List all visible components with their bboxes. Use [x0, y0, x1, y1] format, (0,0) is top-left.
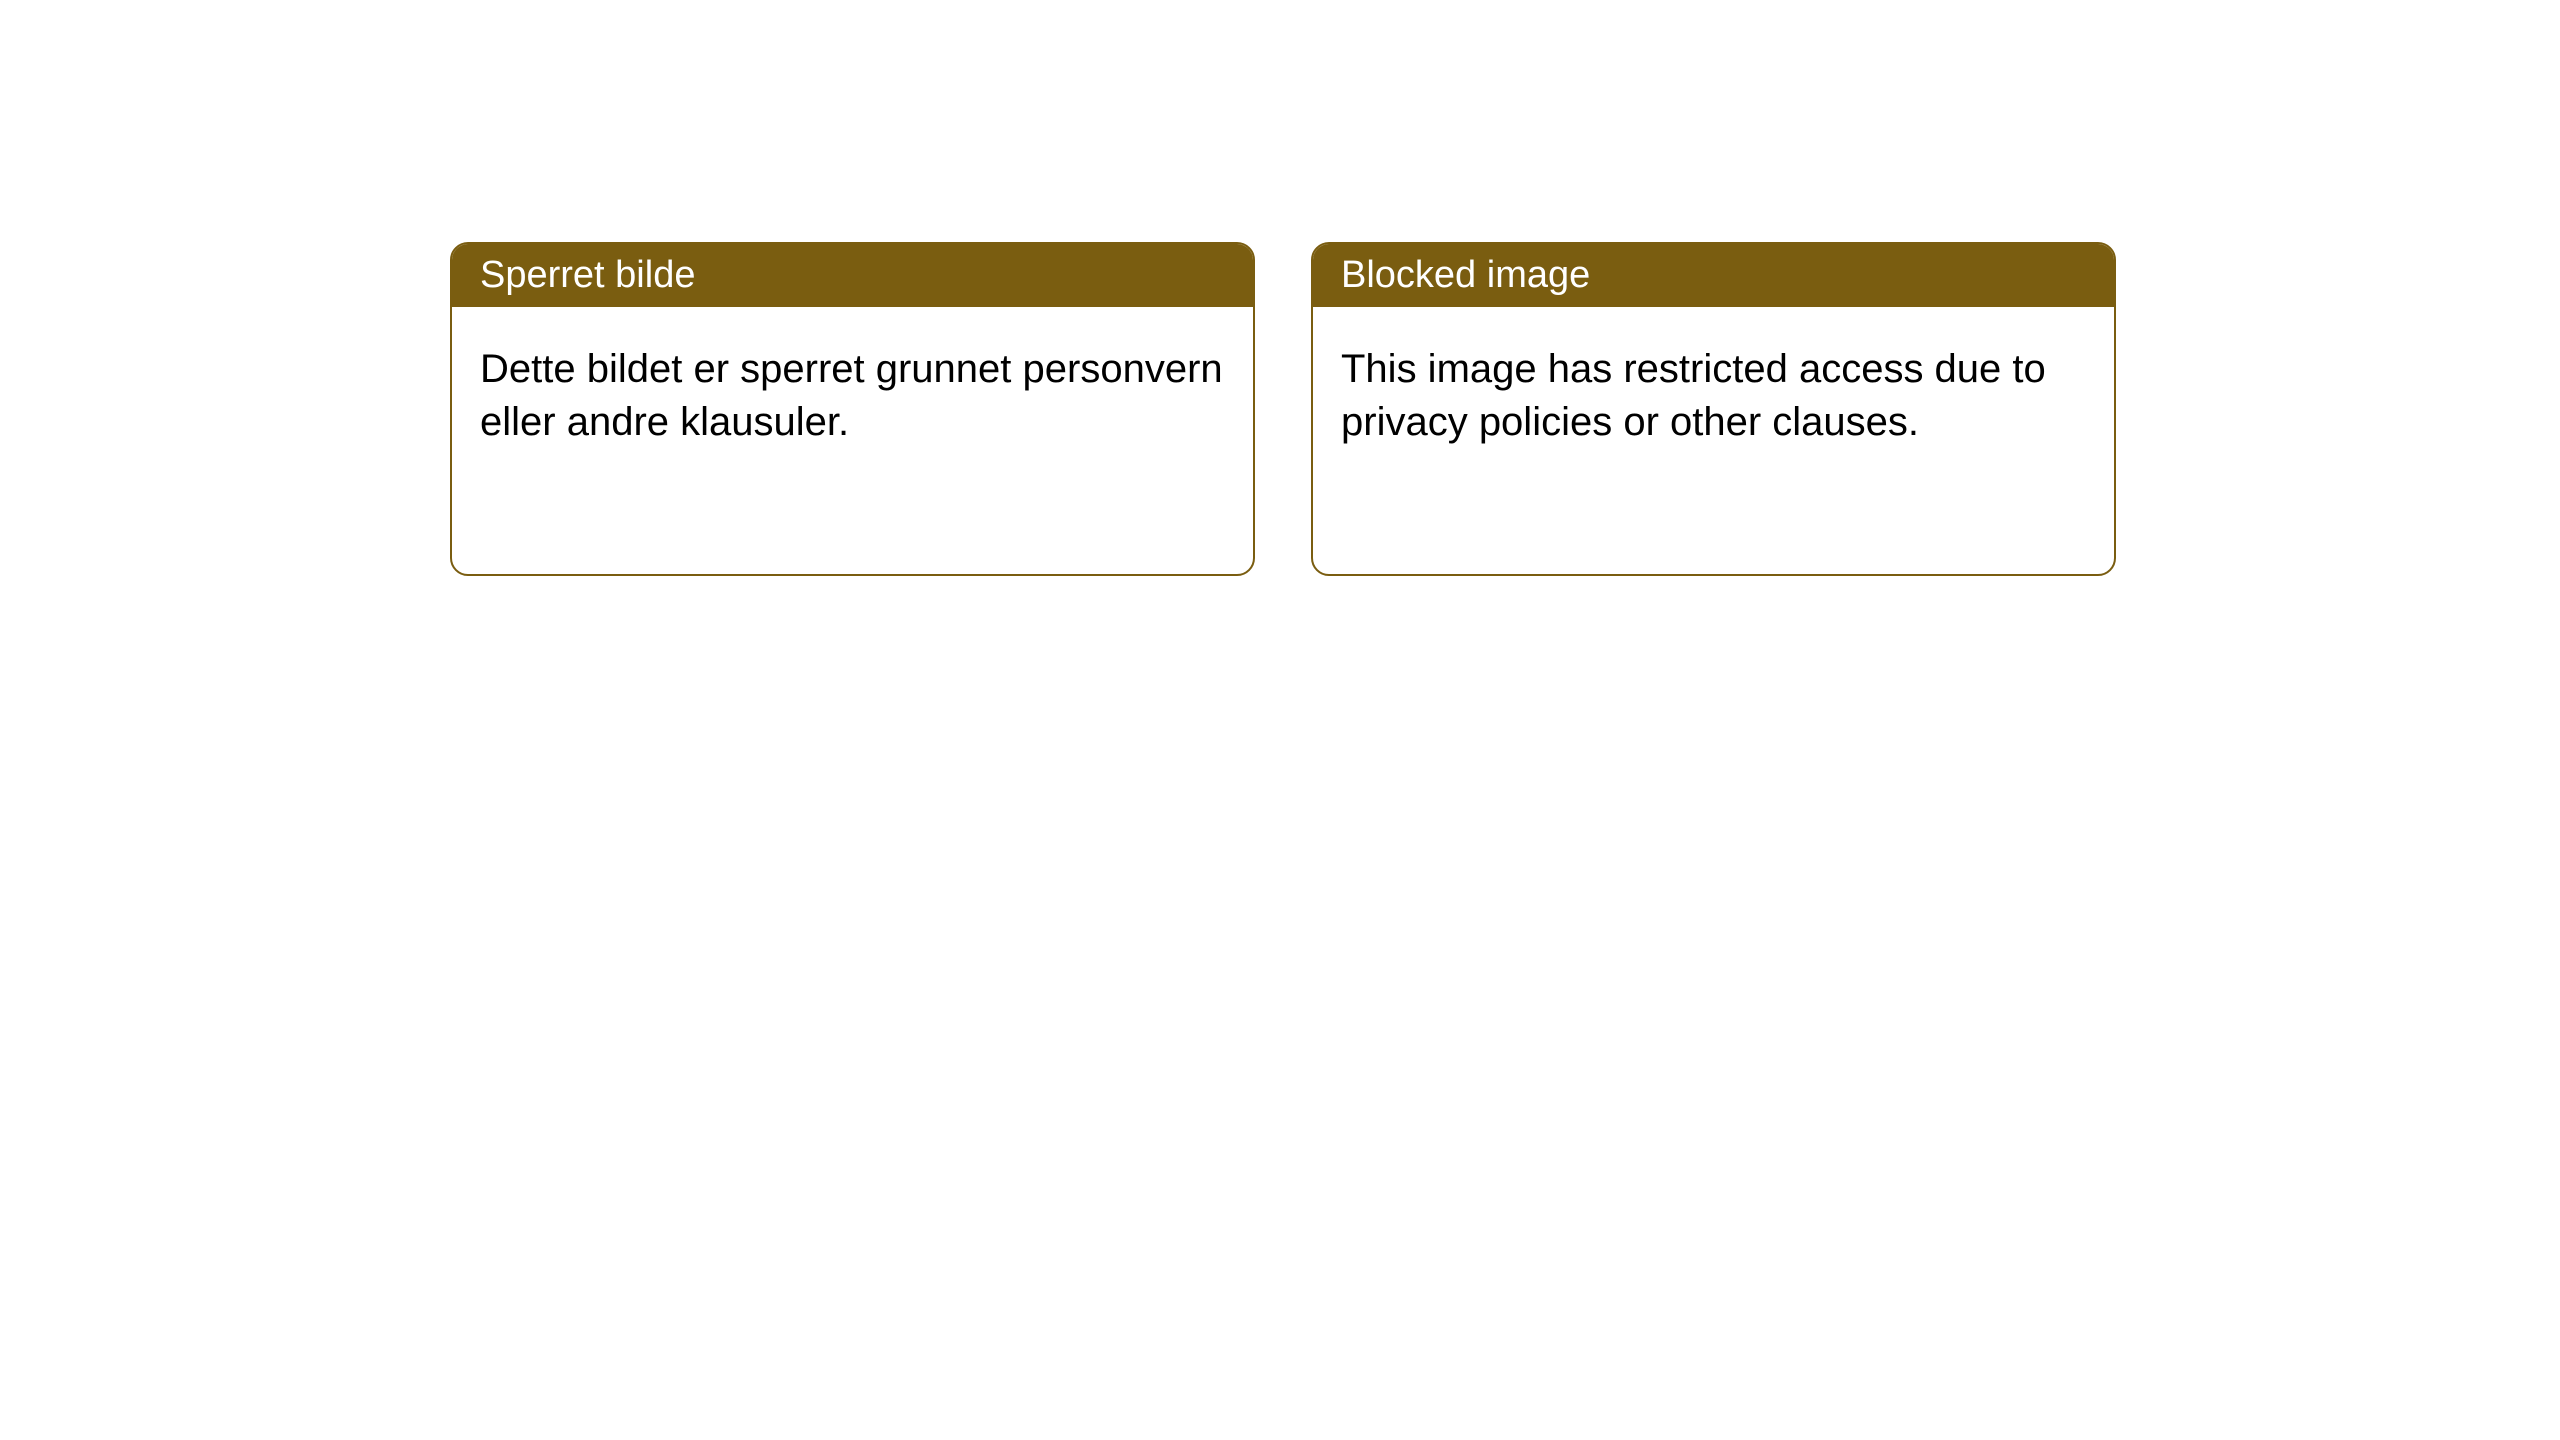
notice-container: Sperret bilde Dette bildet er sperret gr… [0, 0, 2560, 576]
card-header: Sperret bilde [452, 244, 1253, 307]
card-title: Blocked image [1341, 254, 1590, 296]
card-body-text: This image has restricted access due to … [1341, 347, 2046, 444]
blocked-image-card-no: Sperret bilde Dette bildet er sperret gr… [450, 242, 1255, 576]
card-body: This image has restricted access due to … [1313, 307, 2114, 485]
card-body-text: Dette bildet er sperret grunnet personve… [480, 347, 1223, 444]
blocked-image-card-en: Blocked image This image has restricted … [1311, 242, 2116, 576]
card-header: Blocked image [1313, 244, 2114, 307]
card-title: Sperret bilde [480, 254, 695, 296]
card-body: Dette bildet er sperret grunnet personve… [452, 307, 1253, 485]
